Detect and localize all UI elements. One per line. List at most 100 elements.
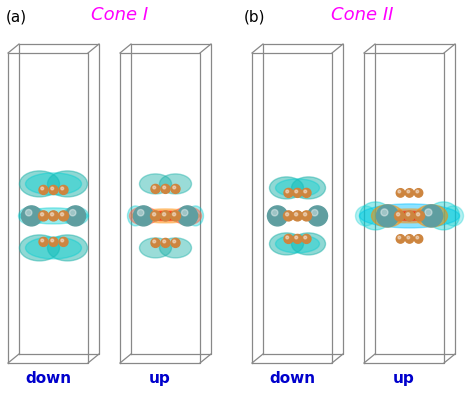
Ellipse shape	[359, 202, 392, 230]
Circle shape	[293, 235, 302, 243]
Circle shape	[151, 239, 160, 247]
Ellipse shape	[18, 207, 45, 225]
Circle shape	[394, 211, 404, 221]
Circle shape	[151, 184, 160, 193]
Ellipse shape	[173, 207, 201, 225]
Circle shape	[163, 186, 166, 189]
Circle shape	[153, 186, 155, 189]
Circle shape	[407, 236, 410, 239]
Ellipse shape	[131, 209, 200, 223]
Ellipse shape	[359, 204, 459, 228]
Circle shape	[70, 209, 76, 216]
Circle shape	[61, 239, 64, 242]
Circle shape	[173, 213, 176, 216]
Circle shape	[308, 206, 328, 226]
Circle shape	[173, 186, 176, 189]
Circle shape	[304, 236, 307, 239]
Circle shape	[59, 237, 68, 246]
Ellipse shape	[393, 212, 426, 220]
Ellipse shape	[377, 209, 441, 223]
Circle shape	[396, 235, 405, 243]
Circle shape	[405, 235, 414, 243]
Circle shape	[405, 188, 414, 197]
Circle shape	[39, 237, 48, 246]
Text: down: down	[25, 371, 71, 386]
Circle shape	[58, 211, 69, 221]
Ellipse shape	[19, 208, 88, 224]
Circle shape	[295, 236, 298, 239]
Circle shape	[49, 185, 58, 194]
Ellipse shape	[275, 179, 319, 197]
Circle shape	[404, 211, 414, 221]
Ellipse shape	[159, 174, 191, 194]
Ellipse shape	[26, 237, 82, 259]
Text: Cone II: Cone II	[331, 6, 393, 24]
Circle shape	[40, 213, 44, 216]
Circle shape	[51, 239, 54, 242]
Circle shape	[303, 213, 307, 216]
Circle shape	[398, 236, 401, 239]
Ellipse shape	[444, 206, 464, 226]
Ellipse shape	[416, 205, 447, 227]
Circle shape	[26, 209, 32, 216]
Circle shape	[414, 235, 423, 243]
Circle shape	[414, 188, 423, 197]
Circle shape	[294, 213, 298, 216]
Text: up: up	[149, 371, 171, 386]
Ellipse shape	[356, 206, 375, 226]
Circle shape	[414, 211, 425, 221]
Circle shape	[295, 190, 298, 193]
Circle shape	[137, 209, 144, 216]
Circle shape	[51, 187, 54, 190]
Circle shape	[286, 236, 289, 239]
Circle shape	[161, 184, 170, 193]
Circle shape	[48, 211, 58, 221]
Circle shape	[151, 211, 161, 221]
Ellipse shape	[420, 208, 443, 224]
Text: up: up	[393, 371, 415, 386]
Circle shape	[304, 190, 307, 193]
Circle shape	[301, 211, 311, 221]
Ellipse shape	[376, 208, 399, 224]
Circle shape	[59, 185, 68, 194]
Ellipse shape	[146, 212, 185, 220]
Circle shape	[61, 187, 64, 190]
Ellipse shape	[19, 171, 60, 197]
Text: down: down	[269, 371, 315, 386]
Circle shape	[134, 206, 154, 226]
Ellipse shape	[139, 174, 172, 194]
Ellipse shape	[47, 171, 88, 197]
Circle shape	[302, 235, 311, 243]
Circle shape	[38, 211, 48, 221]
Ellipse shape	[292, 233, 326, 255]
Circle shape	[286, 190, 289, 193]
Ellipse shape	[63, 207, 89, 225]
Ellipse shape	[428, 202, 459, 230]
Circle shape	[311, 209, 318, 216]
Ellipse shape	[267, 209, 288, 223]
Circle shape	[171, 184, 180, 193]
Circle shape	[163, 213, 166, 216]
Circle shape	[376, 205, 399, 227]
Circle shape	[425, 209, 432, 216]
Circle shape	[173, 240, 176, 243]
Ellipse shape	[19, 235, 60, 261]
Text: (a): (a)	[6, 9, 27, 24]
Text: (b): (b)	[244, 9, 265, 24]
Ellipse shape	[308, 209, 328, 223]
Circle shape	[272, 209, 278, 216]
Circle shape	[284, 188, 293, 197]
Circle shape	[381, 209, 388, 216]
Circle shape	[153, 240, 155, 243]
Circle shape	[416, 236, 419, 239]
Circle shape	[21, 206, 42, 226]
Circle shape	[417, 213, 419, 216]
Ellipse shape	[139, 238, 172, 258]
Ellipse shape	[128, 206, 144, 226]
Circle shape	[283, 211, 293, 221]
Ellipse shape	[188, 206, 203, 226]
Ellipse shape	[385, 211, 434, 221]
Ellipse shape	[270, 233, 303, 255]
Circle shape	[396, 213, 400, 216]
Circle shape	[398, 190, 401, 193]
